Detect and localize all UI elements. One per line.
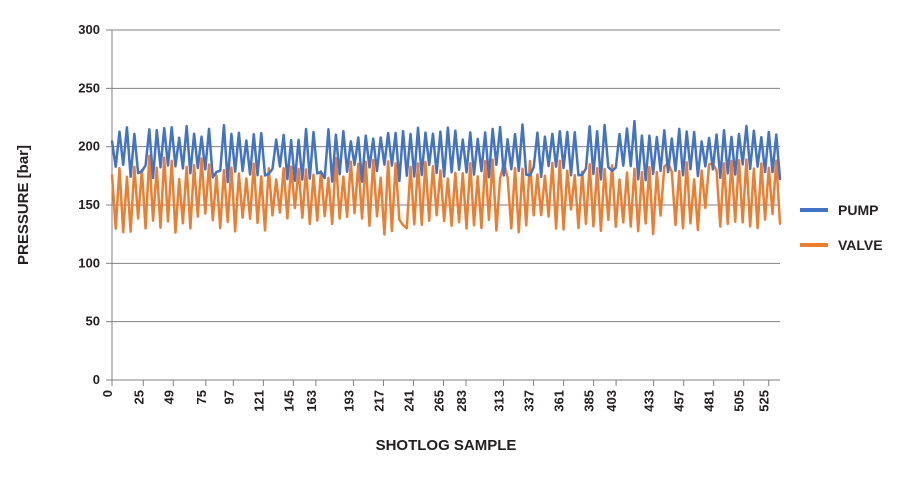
- legend-swatch-pump: [800, 208, 828, 212]
- x-tick-label: 525: [757, 390, 772, 412]
- y-tick-label: 250: [78, 80, 100, 95]
- y-tick-label: 300: [78, 22, 100, 37]
- x-axis-title: SHOTLOG SAMPLE: [376, 437, 517, 454]
- x-tick-label: 193: [341, 390, 356, 412]
- y-tick-label: 50: [86, 314, 100, 329]
- x-tick-label: 283: [454, 390, 469, 412]
- x-tick-label: 337: [522, 390, 537, 412]
- pressure-chart: 0 50 100 150 200 250 300 0 25 49 75 97 121 145 163 193 2…: [0, 0, 900, 500]
- x-tick-label: 0: [100, 390, 115, 397]
- x-tick-label: 217: [371, 390, 386, 412]
- x-tick-label: 163: [304, 390, 319, 412]
- legend-swatch-valve: [800, 243, 828, 247]
- chart-svg: 0 50 100 150 200 250 300 0 25 49 75 97 121 145 163 193 2…: [0, 0, 900, 500]
- y-tick-label: 100: [78, 255, 100, 270]
- legend-label-pump: PUMP: [838, 202, 878, 218]
- x-tick-label: 145: [281, 390, 296, 412]
- x-tick-label: 49: [161, 390, 176, 404]
- x-tick-label: 361: [552, 390, 567, 412]
- x-tick-label: 25: [131, 390, 146, 404]
- x-tick-label: 265: [431, 390, 446, 412]
- x-tick-label: 241: [401, 390, 416, 412]
- y-tick-label: 0: [93, 372, 100, 387]
- x-tick-label: 121: [251, 390, 266, 412]
- legend-label-valve: VALVE: [838, 237, 883, 253]
- x-tick-label: 97: [221, 390, 236, 404]
- x-tick-label: 433: [642, 390, 657, 412]
- x-tick-label: 457: [672, 390, 687, 412]
- x-tick-label: 505: [732, 390, 747, 412]
- y-axis-title: PRESSURE [bar]: [15, 145, 32, 265]
- y-tick-label: 150: [78, 197, 100, 212]
- x-tick-label: 385: [582, 390, 597, 412]
- x-tick-label: 481: [702, 390, 717, 412]
- y-tick-label: 200: [78, 139, 100, 154]
- x-tick-label: 75: [194, 390, 209, 404]
- x-tick-label: 403: [604, 390, 619, 412]
- x-tick-label: 313: [492, 390, 507, 412]
